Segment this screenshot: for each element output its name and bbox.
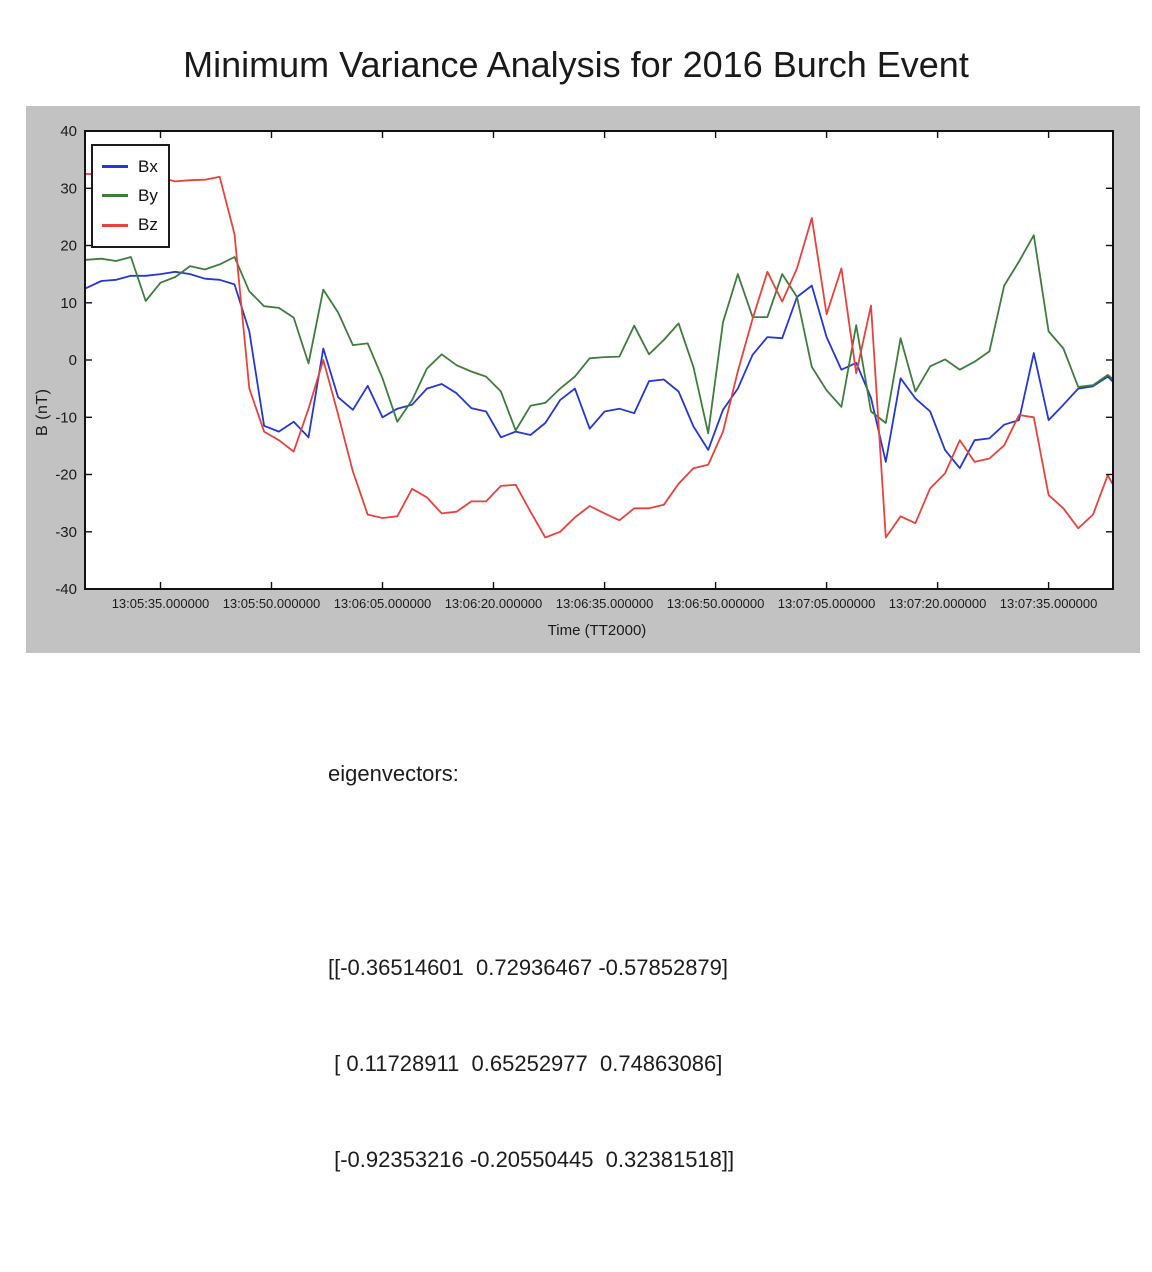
x-tick-label: 13:06:20.000000 [445,596,543,611]
y-tick-label: 30 [60,180,77,197]
y-tick-label: 0 [69,352,77,369]
legend-row-bx: Bx [102,157,168,177]
x-tick-label: 13:06:50.000000 [667,596,765,611]
page: { "page": { "title": "Minimum Variance A… [26,44,1140,1172]
x-axis-label: Time (TT2000) [547,622,647,639]
figure-panel: 13:05:35.000000 13:05:50.000000 13:06:05.0… [26,106,1140,653]
x-tick-label: 13:07:05.000000 [778,596,876,611]
plot-area [85,131,1113,589]
page-title: Minimum Variance Analysis for 2016 Burch… [183,44,969,85]
series-line-bz [85,173,1113,539]
series-line-by [85,234,1113,435]
legend: Bx By Bz [91,144,170,248]
eigen-matrix-row-3: [-0.92353216 -0.20550445 0.32381518]] [328,1147,735,1172]
eigenvectors-matrix: [[-0.36514601 0.72936467 -0.57852879] [ … [328,888,734,1240]
x-tick-label: 13:07:35.000000 [1000,596,1098,611]
chart-svg: 13:05:35.000000 13:05:50.000000 13:06:05.0… [55,123,1114,611]
y-tick-label: -40 [55,581,77,598]
y-tick-label: -20 [55,467,77,484]
y-tick-label: 20 [60,238,77,255]
x-tick-label: 13:06:35.000000 [556,596,654,611]
eigenvectors-heading: eigenvectors: [328,761,459,786]
x-tick-label: 13:07:20.000000 [889,596,987,611]
legend-label-bz: Bz [138,215,158,235]
by-line-swatch [102,194,128,198]
eigenvectors-block: eigenvectors: [[-0.36514601 0.72936467 -… [328,694,734,1272]
series-line-bx [85,270,1113,470]
y-tick-label: -30 [55,524,77,541]
x-tick-label: 13:06:05.000000 [334,596,432,611]
x-tick-label: 13:05:50.000000 [223,596,321,611]
y-axis-label: B (nT) [34,388,51,436]
eigen-matrix-row-1: [[-0.36514601 0.72936467 -0.57852879] [328,955,729,980]
legend-row-bz: Bz [102,215,168,235]
legend-row-by: By [102,186,168,206]
y-tick-label: 10 [60,295,77,312]
y-tick-label: 40 [60,123,77,140]
y-tick-label: -10 [55,409,77,426]
bx-line-swatch [102,165,128,169]
legend-label-bx: Bx [138,156,158,176]
legend-label-by: By [138,185,158,205]
eigen-matrix-row-2: [ 0.11728911 0.65252977 0.74863086] [328,1051,723,1076]
x-tick-label: 13:05:35.000000 [112,596,210,611]
bz-line-swatch [102,223,128,227]
